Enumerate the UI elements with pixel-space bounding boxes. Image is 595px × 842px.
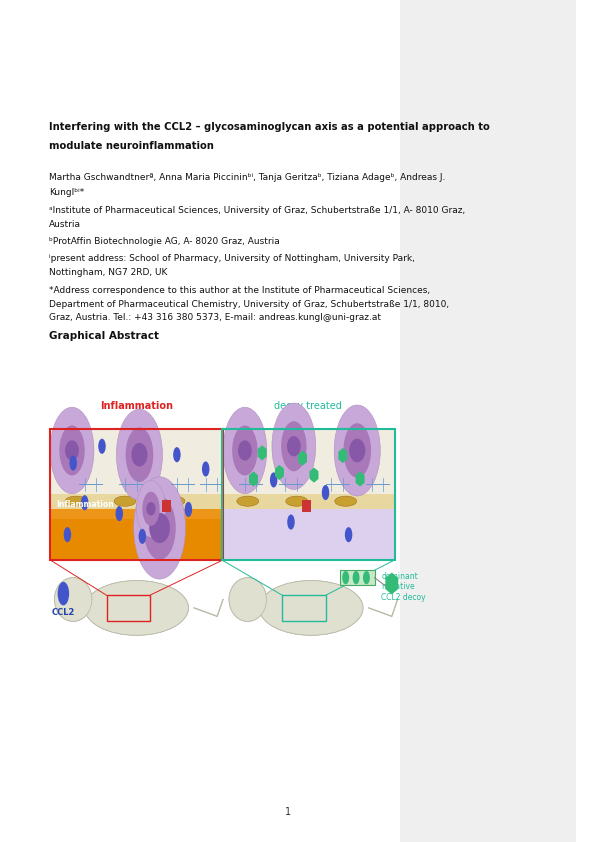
Ellipse shape [353, 571, 359, 584]
Ellipse shape [60, 425, 84, 476]
Ellipse shape [281, 421, 306, 472]
Ellipse shape [286, 496, 308, 506]
Ellipse shape [259, 581, 363, 635]
Text: Austria: Austria [49, 220, 81, 229]
Ellipse shape [115, 506, 123, 521]
Ellipse shape [232, 425, 258, 476]
Text: Inflammation: Inflammation [56, 500, 114, 509]
Ellipse shape [202, 461, 209, 477]
Ellipse shape [84, 581, 189, 635]
Ellipse shape [349, 439, 365, 462]
Bar [50, 429, 223, 501]
Ellipse shape [229, 578, 267, 621]
Ellipse shape [343, 424, 371, 477]
Ellipse shape [184, 502, 192, 517]
Text: modulate neuroinflammation: modulate neuroinflammation [49, 141, 214, 151]
Ellipse shape [270, 472, 277, 488]
Text: Kunglᵇⁱ*: Kunglᵇⁱ* [49, 188, 84, 197]
Bar [162, 499, 171, 512]
Ellipse shape [259, 581, 363, 635]
Ellipse shape [55, 578, 92, 621]
Ellipse shape [287, 514, 295, 530]
Bar [50, 429, 223, 560]
Ellipse shape [58, 582, 69, 605]
Text: Interfering with the CCL2 – glycosaminoglycan axis as a potential approach to: Interfering with the CCL2 – glycosaminog… [49, 122, 490, 132]
Bar [400, 0, 576, 842]
Ellipse shape [342, 571, 349, 584]
Ellipse shape [98, 439, 106, 454]
Ellipse shape [223, 408, 267, 493]
Text: Martha Gschwandtnerª, Anna Maria Piccininᵇⁱ, Tanja Geritzaᵇ, Tiziana Adageᵇ, And: Martha Gschwandtnerª, Anna Maria Piccini… [49, 173, 445, 182]
Bar [50, 501, 223, 560]
Ellipse shape [149, 513, 170, 543]
Bar [222, 562, 377, 638]
Text: ᵃInstitute of Pharmaceutical Sciences, University of Graz, Schubertstraße 1/1, A: ᵃInstitute of Pharmaceutical Sciences, U… [49, 206, 465, 216]
Ellipse shape [84, 581, 189, 635]
Bar [283, 595, 325, 621]
Ellipse shape [70, 456, 77, 471]
Ellipse shape [335, 496, 356, 506]
Ellipse shape [272, 403, 316, 489]
Ellipse shape [238, 440, 252, 461]
Bar [50, 501, 223, 519]
Ellipse shape [65, 440, 79, 461]
Bar [222, 429, 394, 501]
Ellipse shape [114, 496, 136, 506]
Ellipse shape [143, 496, 176, 560]
Bar [50, 493, 223, 509]
Ellipse shape [81, 495, 89, 510]
Ellipse shape [237, 496, 259, 506]
Ellipse shape [146, 502, 155, 515]
Ellipse shape [50, 408, 94, 493]
Text: decoy treated: decoy treated [274, 401, 342, 411]
Bar [340, 570, 374, 585]
Ellipse shape [163, 496, 185, 506]
Text: Graz, Austria. Tel.: +43 316 380 5373, E-mail: andreas.kungl@uni-graz.at: Graz, Austria. Tel.: +43 316 380 5373, E… [49, 313, 381, 322]
Text: ⁱpresent address: School of Pharmacy, University of Nottingham, University Park,: ⁱpresent address: School of Pharmacy, Un… [49, 254, 415, 264]
Ellipse shape [126, 428, 154, 482]
Ellipse shape [64, 527, 71, 542]
Text: *Address correspondence to this author at the Institute of Pharmaceutical Scienc: *Address correspondence to this author a… [49, 286, 430, 296]
Text: Inflammation: Inflammation [100, 401, 173, 411]
Ellipse shape [334, 405, 380, 496]
Ellipse shape [65, 496, 87, 506]
Ellipse shape [131, 443, 148, 466]
Ellipse shape [117, 409, 162, 500]
Ellipse shape [139, 529, 146, 544]
Ellipse shape [142, 492, 159, 525]
Text: CCL2: CCL2 [52, 608, 75, 617]
Ellipse shape [229, 578, 267, 621]
Ellipse shape [134, 477, 186, 579]
Ellipse shape [322, 485, 329, 500]
Bar [222, 429, 394, 560]
Text: Graphical Abstract: Graphical Abstract [49, 331, 159, 341]
Bar [58, 562, 213, 638]
Ellipse shape [137, 480, 165, 537]
Ellipse shape [363, 571, 370, 584]
Bar [107, 595, 150, 621]
Ellipse shape [55, 578, 92, 621]
Bar [222, 501, 394, 560]
Text: Nottingham, NG7 2RD, UK: Nottingham, NG7 2RD, UK [49, 268, 167, 277]
Bar [222, 493, 394, 509]
Text: Department of Pharmaceutical Chemistry, University of Graz, Schubertstraße 1/1, : Department of Pharmaceutical Chemistry, … [49, 300, 449, 309]
Ellipse shape [345, 527, 352, 542]
Ellipse shape [173, 447, 181, 462]
Bar [302, 499, 311, 512]
Text: ᵇProtAffin Biotechnologie AG, A- 8020 Graz, Austria: ᵇProtAffin Biotechnologie AG, A- 8020 Gr… [49, 237, 280, 247]
Text: 1: 1 [285, 807, 291, 817]
Text: dominant
negative
CCL2 decoy: dominant negative CCL2 decoy [381, 572, 426, 601]
Ellipse shape [287, 436, 300, 456]
